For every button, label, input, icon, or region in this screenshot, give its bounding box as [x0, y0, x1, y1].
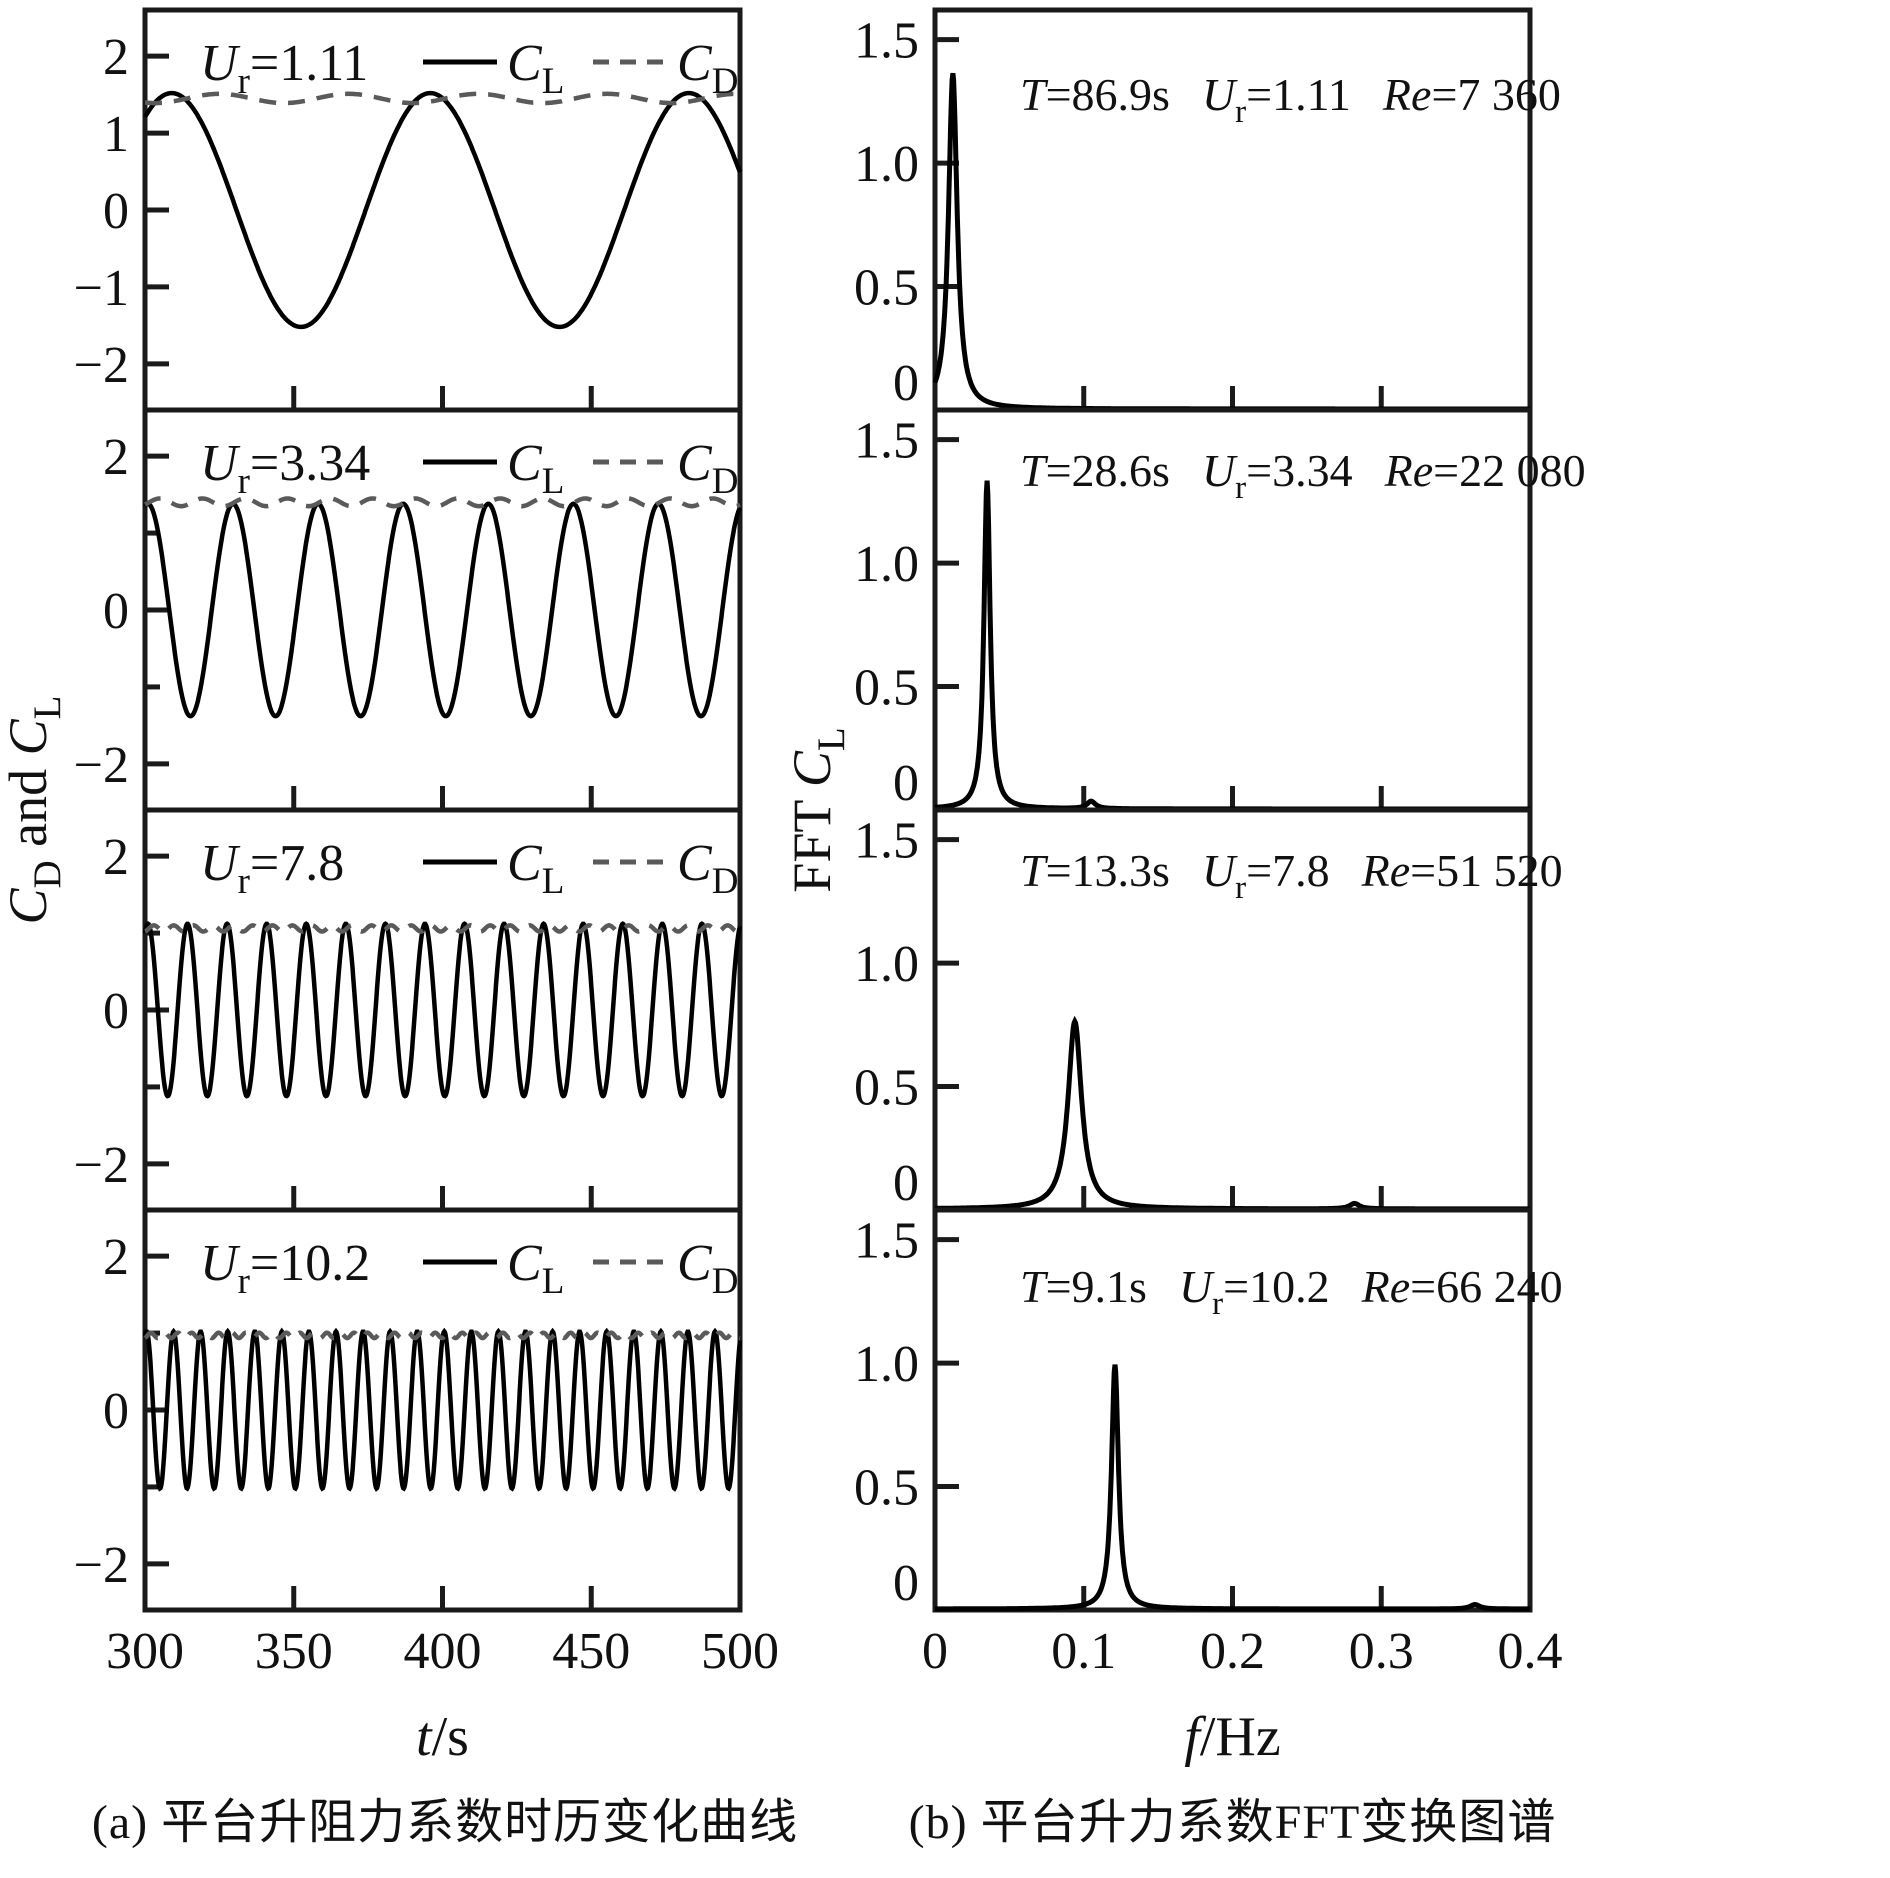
legend-cl-label: CL — [507, 1235, 564, 1302]
x-tick-label: 450 — [552, 1623, 630, 1680]
y-axis-label-right: FFT CL — [782, 727, 853, 892]
panel-param-label: Ur=10.2 — [200, 1235, 370, 1302]
y-tick-label: 0 — [893, 1555, 919, 1612]
x-tick-label: 0.3 — [1349, 1623, 1414, 1680]
y-tick-label: 1.5 — [854, 413, 919, 470]
legend-cd-label: CD — [677, 835, 738, 902]
y-tick-label: 0 — [103, 1383, 129, 1440]
series-FFT-CL — [935, 1015, 1530, 1212]
y-tick-label: 1.5 — [854, 813, 919, 870]
series-FFT-CL — [932, 72, 1530, 412]
legend-cl-label: CL — [507, 35, 564, 102]
x-tick-label: 0 — [922, 1623, 948, 1680]
panel-param-label: Ur=3.34 — [200, 435, 370, 502]
y-tick-label: 0 — [893, 755, 919, 812]
series-CL — [143, 501, 743, 719]
y-tick-label: 0.5 — [854, 660, 919, 717]
y-tick-label: 1.0 — [854, 536, 919, 593]
y-tick-label: 1 — [103, 106, 129, 163]
y-tick-label: −2 — [74, 1137, 129, 1194]
legend-cd-label: CD — [677, 435, 738, 502]
series-FFT-CL — [935, 1364, 1530, 1612]
series-CD — [144, 923, 742, 934]
x-tick-label: 400 — [404, 1623, 482, 1680]
y-tick-label: 1.5 — [854, 13, 919, 70]
y-tick-label: −2 — [74, 337, 129, 394]
panel-param-label: Ur=1.11 — [200, 35, 368, 102]
x-tick-label: 0.4 — [1498, 1623, 1563, 1680]
panel-frame — [142, 1207, 743, 1613]
legend-cd-label: CD — [677, 35, 738, 102]
y-tick-label: 0 — [103, 183, 129, 240]
series-CL — [142, 921, 743, 1099]
y-tick-label: −2 — [74, 737, 129, 794]
y-tick-label: 0 — [103, 983, 129, 1040]
y-tick-label: 0 — [893, 1155, 919, 1212]
legend-cd-label: CD — [677, 1235, 738, 1302]
panel-param-label: Ur=7.8 — [200, 835, 344, 902]
series-FFT-CL — [935, 480, 1530, 812]
y-tick-label: 0.5 — [854, 260, 919, 317]
y-axis-label-left: CD and CL — [0, 695, 69, 924]
y-tick-label: 1.0 — [854, 936, 919, 993]
x-axis-label-right: f/Hz — [1184, 1706, 1280, 1768]
y-tick-label: 0.5 — [854, 1460, 919, 1517]
x-tick-label: 300 — [106, 1623, 184, 1680]
y-tick-label: 1.5 — [854, 1213, 919, 1270]
y-tick-label: −1 — [74, 260, 129, 317]
x-tick-label: 0.1 — [1051, 1623, 1116, 1680]
caption-b: (b) 平台升力系数FFT变换图谱 — [908, 1796, 1557, 1849]
y-tick-label: 0 — [103, 583, 129, 640]
series-CD — [145, 91, 740, 106]
y-tick-label: 1.0 — [854, 136, 919, 193]
x-tick-label: 500 — [701, 1623, 779, 1680]
y-tick-label: 1.0 — [854, 1336, 919, 1393]
panel-annotation: T=28.6s Ur=3.34 Re=22 080 — [1020, 445, 1586, 506]
series-CD — [143, 1330, 741, 1341]
x-axis-label-left: t/s — [416, 1706, 469, 1768]
y-tick-label: 2 — [103, 429, 129, 486]
y-tick-label: 0 — [893, 355, 919, 412]
y-tick-label: 0.5 — [854, 1060, 919, 1117]
panel-annotation: T=13.3s Ur=7.8 Re=51 520 — [1020, 845, 1563, 906]
panel-annotation: T=86.9s Ur=1.11 Re=7 360 — [1020, 69, 1561, 130]
legend-cl-label: CL — [507, 435, 564, 502]
x-tick-label: 0.2 — [1200, 1623, 1265, 1680]
y-tick-label: 2 — [103, 29, 129, 86]
series-CL — [142, 1327, 743, 1492]
x-tick-label: 350 — [255, 1623, 333, 1680]
y-tick-label: 2 — [103, 829, 129, 886]
series-CL — [143, 90, 743, 330]
legend-cl-label: CL — [507, 835, 564, 902]
series-CD — [143, 496, 742, 509]
y-tick-label: 2 — [103, 1229, 129, 1286]
caption-a: (a) 平台升阻力系数时历变化曲线 — [91, 1796, 799, 1849]
y-tick-label: −2 — [74, 1537, 129, 1594]
panel-annotation: T=9.1s Ur=10.2 Re=66 240 — [1020, 1261, 1563, 1322]
